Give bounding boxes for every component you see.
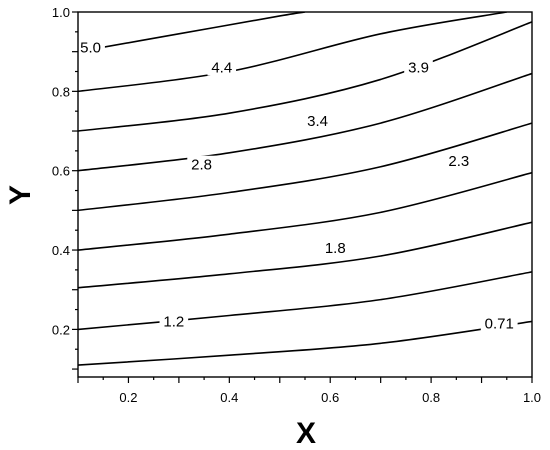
contour-label: 3.4 [307,113,328,130]
contour-line [78,320,532,366]
contour-label-bg [404,58,433,76]
y-axis-title: Y [4,185,37,205]
contour-label-bg [303,112,332,130]
contour-line [78,72,532,172]
contour-label-bg [320,239,350,257]
contour-label: 3.9 [408,60,429,77]
contour-label: 2.8 [191,157,212,174]
contour-label-bg [76,38,105,56]
y-axis: 0.2 0.4 0.6 0.8 1.0 [52,5,78,370]
y-tick-label: 1.0 [52,5,70,20]
x-axis: 0.2 0.4 0.6 0.8 1.0 [77,377,541,405]
contour-label: 1.8 [325,240,346,257]
plot-frame [77,11,533,378]
x-axis-title: X [296,417,316,450]
y-tick-label: 0.4 [52,243,70,258]
contour-line [78,171,532,251]
x-tick-label: 0.4 [220,390,238,405]
x-tick-label: 0.6 [321,390,339,405]
contour-lines [78,12,532,366]
x-tick-label: 0.8 [422,390,440,405]
contour-line [78,271,532,331]
x-tick-label: 0.2 [119,390,137,405]
y-tick-label: 0.6 [52,164,70,179]
contour-label: 0.71 [485,315,514,332]
contour-line [78,221,532,289]
contour-label: 5.0 [80,40,101,57]
y-tick-label: 0.8 [52,84,70,99]
contour-label-bg [159,312,189,330]
contour-label: 2.3 [448,153,469,170]
contour-label: 4.4 [211,60,232,77]
y-tick-label: 0.2 [52,322,70,337]
contour-label-bg [480,314,518,332]
contour-line [78,12,306,53]
contour-line [78,122,532,212]
contour-label-bg [444,151,474,169]
contour-line [78,12,507,93]
x-tick-label: 1.0 [523,390,541,405]
contour-line [78,21,532,132]
contour-label-bg [187,155,216,173]
contour-label-bg [207,58,237,76]
contour-label: 1.2 [163,313,184,330]
contour-labels: 5.0 4.4 3.9 3.4 2.8 2.3 1.8 1.2 0.71 [76,38,518,332]
